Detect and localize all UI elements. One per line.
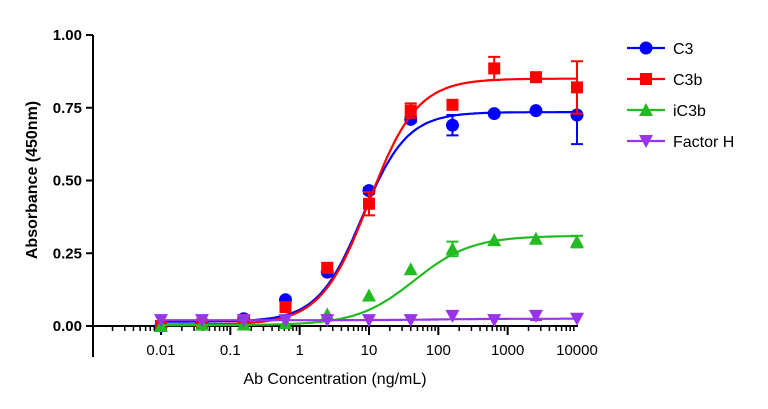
data-point [194, 314, 209, 328]
y-tick-label: 1.00 [53, 27, 82, 44]
data-point [640, 73, 652, 85]
x-tick-label: 10 [361, 342, 378, 359]
x-tick-label: 0.01 [146, 342, 175, 359]
data-point [403, 314, 418, 328]
series-factor-h: Factor H [154, 134, 734, 328]
data-point [404, 104, 417, 117]
data-point [445, 241, 460, 255]
y-axis-title: Absorbance (450nm) [24, 101, 41, 259]
data-point [236, 314, 251, 328]
data-point [362, 197, 375, 210]
series-ic3b: iC3b [154, 103, 706, 332]
data-point [529, 71, 542, 84]
data-point [487, 314, 502, 328]
x-tick-label: 100 [426, 342, 451, 359]
data-point [446, 98, 459, 111]
data-point [528, 309, 543, 323]
x-tick-label: 10000 [556, 342, 598, 359]
x-tick-label: 0.1 [220, 342, 241, 359]
legend-label: C3 [673, 41, 694, 58]
x-tick-label: 1 [295, 342, 303, 359]
data-point [639, 41, 653, 55]
data-point [529, 104, 543, 118]
data-point [320, 314, 335, 328]
data-point [321, 261, 334, 274]
y-tick-label: 0.50 [53, 173, 82, 190]
data-point [487, 233, 502, 247]
data-point [154, 314, 168, 328]
y-tick-label: 0.25 [53, 245, 82, 262]
series-c3: C3 [154, 41, 694, 333]
data-point [279, 301, 292, 314]
fit-curve [161, 235, 577, 327]
data-point [528, 231, 543, 245]
data-point [445, 118, 459, 132]
series-c3b: C3b [155, 55, 702, 332]
data-point [278, 314, 293, 328]
data-point [569, 234, 584, 248]
data-point [569, 312, 584, 326]
x-axis-title: Ab Concentration (ng/mL) [243, 371, 426, 388]
data-point [488, 62, 501, 75]
legend-label: iC3b [673, 103, 706, 120]
data-point [445, 309, 460, 323]
data-point [361, 288, 376, 302]
y-tick-label: 0.75 [53, 100, 82, 117]
data-point [570, 81, 583, 94]
data-point [639, 103, 653, 116]
x-tick-label: 1000 [491, 342, 524, 359]
data-point [487, 107, 501, 121]
legend-label: Factor H [673, 134, 734, 151]
data-point [639, 135, 653, 148]
data-point [361, 314, 376, 328]
y-tick-label: 0.00 [53, 318, 82, 335]
legend-label: C3b [673, 72, 702, 89]
data-point [570, 108, 584, 122]
data-point [403, 262, 418, 276]
